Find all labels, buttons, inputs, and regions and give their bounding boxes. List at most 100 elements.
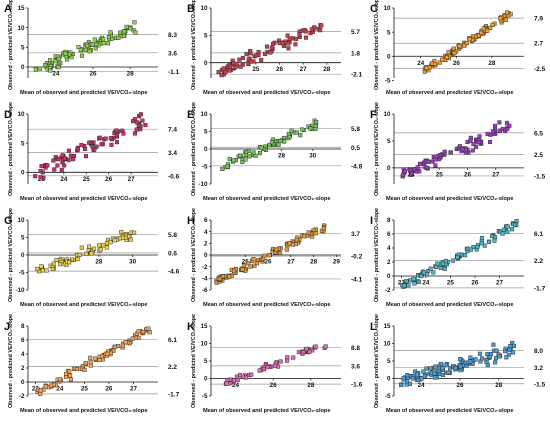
y-tick-label: -4	[202, 276, 208, 283]
x-axis-label: Mean of observed and predicted VE/VCO₂-s…	[20, 196, 147, 202]
data-point	[123, 340, 128, 345]
data-point	[246, 261, 251, 266]
x-tick-label: 28	[495, 382, 503, 389]
x-axis-label: Mean of observed and predicted VE/VCO₂-s…	[386, 196, 513, 202]
x-tick-label: 24	[417, 60, 425, 67]
data-point	[240, 267, 245, 272]
reference-line-label: 5.8	[168, 232, 177, 239]
y-tick-label: -5	[202, 164, 208, 171]
data-point	[504, 355, 509, 360]
y-tick-label: 0	[21, 170, 25, 177]
x-tick-label: 25	[447, 280, 455, 287]
data-point	[323, 344, 328, 349]
data-point	[33, 174, 38, 179]
y-axis-label: Observed - predicted VE/VCO₂-slope	[374, 0, 380, 90]
reference-line-label: 7.4	[168, 127, 177, 134]
data-point	[249, 372, 254, 377]
data-point	[440, 261, 445, 266]
data-point	[293, 42, 298, 47]
data-point	[79, 245, 84, 250]
data-point	[237, 57, 242, 62]
panel-label: I	[370, 215, 373, 227]
data-point	[108, 350, 113, 355]
data-point	[132, 131, 137, 136]
x-tick-label: 26	[453, 60, 461, 67]
data-point	[285, 33, 290, 38]
y-tick-label: 15	[17, 5, 25, 12]
data-point	[132, 20, 137, 25]
y-tick-label: 0	[204, 146, 208, 153]
data-point	[290, 242, 295, 247]
x-axis-label: Mean of observed and predicted VE/VCO₂-s…	[203, 196, 330, 202]
data-point	[438, 266, 443, 271]
data-point	[468, 138, 473, 143]
data-point	[402, 283, 407, 288]
data-point	[417, 169, 422, 174]
reference-line-label: -0.2	[351, 254, 363, 261]
data-point	[251, 257, 256, 262]
x-axis-label: Mean of observed and predicted VE/VCO₂-s…	[20, 408, 147, 414]
data-point	[298, 133, 303, 138]
data-point	[101, 41, 106, 46]
data-point	[422, 373, 427, 378]
data-point	[313, 127, 318, 132]
data-point	[89, 251, 94, 256]
x-tick-label: 27	[287, 259, 295, 266]
data-point	[83, 154, 88, 159]
data-point	[436, 368, 441, 373]
y-tick-label: 0	[21, 64, 25, 71]
data-point	[486, 239, 491, 244]
data-point	[67, 373, 73, 378]
x-axis-label: Mean of observed and predicted VE/VCO₂-s…	[386, 90, 513, 96]
data-point	[45, 163, 50, 168]
data-point	[231, 60, 236, 66]
data-point	[259, 57, 264, 62]
data-point	[147, 330, 152, 335]
reference-line-label: 2.5	[534, 152, 543, 159]
reference-line-label: 3.6	[168, 50, 177, 57]
data-point	[443, 258, 448, 263]
panel-I: I Observed - predicted VE/VCO₂-slope 6.1 2.…	[370, 208, 546, 308]
data-point	[90, 144, 95, 149]
x-tick-label: 29	[333, 259, 341, 266]
y-tick-label: 5	[21, 235, 25, 242]
reference-line-label: 3.2	[534, 365, 543, 372]
data-point	[114, 133, 119, 138]
reference-line-label: -2.5	[534, 66, 546, 73]
data-point	[501, 227, 506, 232]
data-point	[303, 29, 308, 34]
data-point	[130, 336, 135, 341]
y-tick-label: 2	[387, 259, 391, 266]
data-point	[221, 66, 226, 71]
data-point	[488, 25, 493, 30]
data-point	[278, 138, 283, 144]
data-point	[484, 359, 489, 364]
data-point	[231, 158, 236, 163]
data-point	[512, 222, 518, 227]
data-point	[313, 344, 318, 349]
data-point	[53, 59, 58, 64]
data-point	[136, 329, 141, 334]
data-point	[433, 62, 438, 67]
data-point	[505, 224, 510, 229]
data-point	[97, 135, 102, 140]
data-point	[450, 258, 455, 263]
data-point	[224, 381, 229, 386]
data-point	[232, 378, 237, 383]
panel-label: F	[370, 109, 377, 121]
y-tick-label: -2	[385, 287, 391, 294]
reference-line-label: 8.3	[168, 32, 177, 39]
data-point	[280, 41, 285, 46]
data-point	[287, 241, 292, 246]
data-point	[124, 24, 129, 29]
data-point	[294, 237, 299, 242]
data-point	[504, 10, 509, 15]
data-point	[412, 281, 417, 286]
data-point	[83, 361, 88, 366]
data-point	[319, 23, 324, 28]
x-tick-label: 26	[276, 66, 284, 73]
x-tick-label: 23	[32, 386, 40, 393]
